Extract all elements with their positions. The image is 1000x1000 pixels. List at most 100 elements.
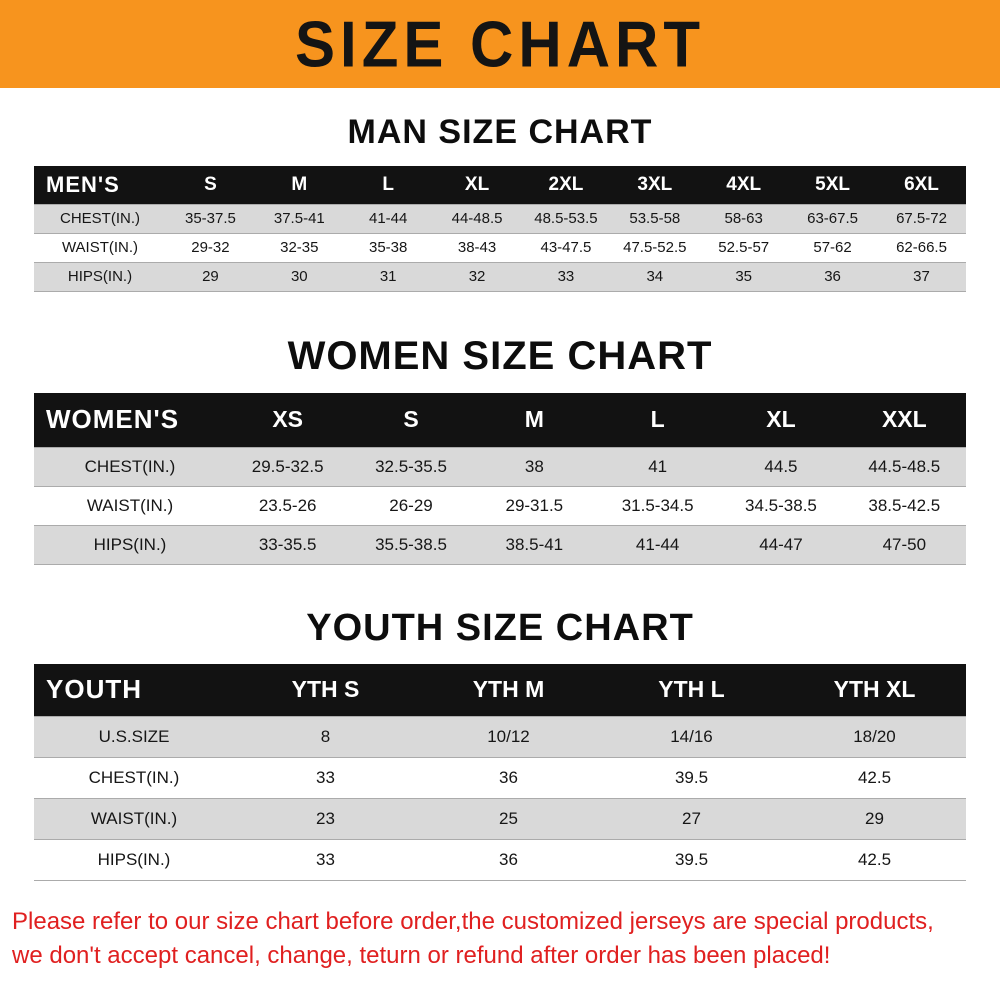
size-column-header: XL [719, 392, 843, 448]
size-value-cell: 39.5 [600, 838, 783, 881]
size-value-cell: 58-63 [699, 203, 789, 234]
table-header-row: MEN'S S M L XL 2XL 3XL 4XL 5XL 6XL [34, 166, 966, 204]
size-value-cell: 18/20 [783, 715, 966, 758]
size-value-cell: 42.5 [783, 756, 966, 799]
size-value-cell: 35.5-38.5 [349, 525, 473, 565]
order-policy-note: Please refer to our size chart before or… [12, 905, 990, 973]
size-value-cell: 47.5-52.5 [610, 232, 700, 263]
size-value-cell: 33-35.5 [226, 525, 350, 565]
banner-title: SIZE CHART [295, 7, 705, 81]
section-women: WOMEN SIZE CHART WOMEN'S XS S M L XL XXL CHEST(… [0, 333, 1000, 565]
size-value-cell: 37 [877, 261, 966, 292]
size-value-cell: 36 [417, 756, 600, 799]
size-value-cell: 37.5-41 [254, 203, 344, 234]
men-section-heading: MAN SIZE CHART [347, 113, 653, 151]
measurement-label: CHEST(IN.) [34, 447, 226, 487]
size-value-cell: 29 [166, 261, 255, 292]
size-column-header: XS [226, 392, 350, 448]
size-value-cell: 43-47.5 [521, 232, 611, 263]
size-value-cell: 42.5 [783, 838, 966, 881]
table-row: CHEST(IN.) 35-37.5 37.5-41 41-44 44-48.5 48.5… [34, 203, 966, 234]
size-column-header: S [166, 166, 255, 204]
size-column-header: XL [432, 166, 522, 204]
size-value-cell: 53.5-58 [610, 203, 700, 234]
size-value-cell: 35-38 [343, 232, 433, 263]
table-row: HIPS(IN.) 33-35.5 35.5-38.5 38.5-41 41-44 44-… [34, 525, 966, 565]
size-value-cell: 38.5-42.5 [842, 486, 966, 526]
women-section-heading: WOMEN SIZE CHART [287, 333, 713, 378]
size-value-cell: 38 [472, 447, 596, 487]
size-value-cell: 35 [699, 261, 789, 292]
measurement-label: WAIST(IN.) [34, 232, 166, 263]
size-value-cell: 62-66.5 [877, 232, 966, 263]
size-value-cell: 67.5-72 [877, 203, 966, 234]
table-corner-label: WOMEN'S [34, 392, 226, 448]
size-value-cell: 44-48.5 [432, 203, 522, 234]
table-row: WAIST(IN.) 23.5-26 26-29 29-31.5 31.5-34.5 34… [34, 486, 966, 526]
table-row: CHEST(IN.) 33 36 39.5 42.5 [34, 756, 966, 799]
size-value-cell: 52.5-57 [699, 232, 789, 263]
measurement-label: U.S.SIZE [34, 715, 234, 758]
size-column-header: L [595, 392, 720, 448]
size-value-cell: 36 [788, 261, 877, 292]
size-value-cell: 29.5-32.5 [226, 447, 350, 487]
size-value-cell: 8 [234, 715, 417, 758]
size-value-cell: 31.5-34.5 [595, 486, 720, 526]
measurement-label: WAIST(IN.) [34, 486, 226, 526]
size-value-cell: 39.5 [600, 756, 783, 799]
table-row: U.S.SIZE 8 10/12 14/16 18/20 [34, 715, 966, 758]
women-size-table: WOMEN'S XS S M L XL XXL CHEST(IN.) 29.5-32.5 32.5… [34, 392, 966, 565]
size-value-cell: 32-35 [254, 232, 344, 263]
size-value-cell: 35-37.5 [166, 203, 255, 234]
size-value-cell: 38-43 [432, 232, 522, 263]
table-corner-label: MEN'S [34, 166, 166, 204]
size-value-cell: 25 [417, 797, 600, 840]
size-value-cell: 44.5-48.5 [842, 447, 966, 487]
section-men: MAN SIZE CHART MEN'S S M L XL 2XL 3XL 4XL 5XL 6XL… [0, 113, 1000, 292]
size-column-header: XXL [842, 392, 966, 448]
size-value-cell: 29-32 [166, 232, 255, 263]
size-value-cell: 63-67.5 [788, 203, 877, 234]
size-value-cell: 30 [254, 261, 344, 292]
size-column-header: YTH XL [783, 664, 966, 716]
table-row: WAIST(IN.) 23 25 27 29 [34, 797, 966, 840]
size-value-cell: 23 [234, 797, 417, 840]
table-row: HIPS(IN.) 33 36 39.5 42.5 [34, 838, 966, 881]
measurement-label: CHEST(IN.) [34, 203, 166, 234]
table-row: WAIST(IN.) 29-32 32-35 35-38 38-43 43-47.5 47.… [34, 232, 966, 263]
size-value-cell: 32 [432, 261, 522, 292]
measurement-label: HIPS(IN.) [34, 525, 226, 565]
size-value-cell: 36 [417, 838, 600, 881]
size-value-cell: 32.5-35.5 [349, 447, 473, 487]
size-value-cell: 44.5 [719, 447, 843, 487]
youth-section-heading: YOUTH SIZE CHART [306, 607, 694, 649]
size-value-cell: 48.5-53.5 [521, 203, 611, 234]
size-value-cell: 33 [234, 756, 417, 799]
size-column-header: YTH L [600, 664, 783, 716]
size-column-header: 2XL [521, 166, 611, 204]
measurement-label: WAIST(IN.) [34, 797, 234, 840]
table-corner-label: YOUTH [34, 664, 234, 716]
size-column-header: YTH S [234, 664, 417, 716]
measurement-label: HIPS(IN.) [34, 261, 166, 292]
size-value-cell: 38.5-41 [472, 525, 596, 565]
size-value-cell: 29 [783, 797, 966, 840]
size-value-cell: 31 [343, 261, 433, 292]
table-row: HIPS(IN.) 29 30 31 32 33 34 35 36 37 [34, 261, 966, 292]
youth-size-table: YOUTH YTH S YTH M YTH L YTH XL U.S.SIZE 8 10/12… [34, 664, 966, 881]
size-value-cell: 10/12 [417, 715, 600, 758]
size-column-header: M [472, 392, 596, 448]
size-column-header: 3XL [610, 166, 700, 204]
size-value-cell: 27 [600, 797, 783, 840]
size-chart-banner: SIZE CHART [0, 0, 1000, 88]
size-value-cell: 34 [610, 261, 700, 292]
size-value-cell: 23.5-26 [226, 486, 350, 526]
table-row: CHEST(IN.) 29.5-32.5 32.5-35.5 38 41 44.5 44.5… [34, 447, 966, 487]
table-header-row: WOMEN'S XS S M L XL XXL [34, 392, 966, 448]
size-column-header: 5XL [788, 166, 877, 204]
size-value-cell: 44-47 [719, 525, 843, 565]
section-youth: YOUTH SIZE CHART YOUTH YTH S YTH M YTH L YTH… [0, 607, 1000, 881]
size-column-header: S [349, 392, 473, 448]
size-value-cell: 41-44 [595, 525, 720, 565]
size-value-cell: 34.5-38.5 [719, 486, 843, 526]
